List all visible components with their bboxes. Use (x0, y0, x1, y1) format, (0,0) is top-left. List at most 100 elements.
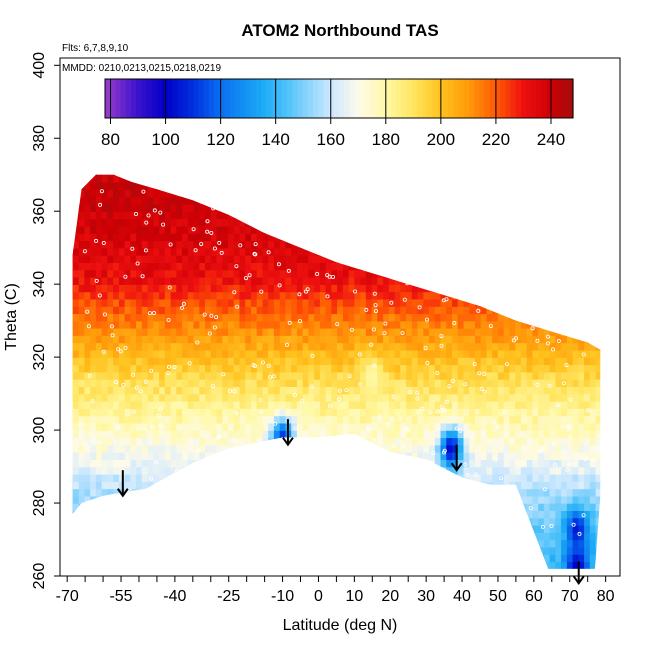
heat-cell (216, 444, 223, 453)
heat-cell (124, 247, 131, 256)
heat-cell (572, 291, 579, 300)
heat-cell (141, 473, 149, 482)
heat-cell (457, 357, 465, 366)
heat-cell (452, 364, 459, 373)
heat-cell (176, 174, 183, 183)
heat-cell (199, 189, 206, 198)
heat-cell (337, 524, 344, 533)
heat-cell (497, 320, 505, 329)
heat-cell (452, 269, 459, 278)
heat-cell (515, 255, 522, 263)
heat-cell (187, 306, 195, 315)
heat-cell (446, 357, 453, 366)
heat-cell (72, 306, 80, 315)
heat-cell (383, 174, 390, 183)
heat-cell (251, 313, 258, 322)
heat-cell (503, 539, 511, 548)
heat-cell (503, 364, 511, 373)
heat-cell (319, 306, 327, 315)
heat-cell (503, 437, 511, 446)
heat-cell (440, 371, 447, 380)
heat-cell (72, 400, 80, 409)
heat-cell (228, 517, 235, 526)
heat-cell (233, 174, 241, 176)
heat-cell (164, 561, 172, 569)
heat-cell (572, 357, 579, 366)
heat-cell (457, 320, 465, 329)
heat-cell (348, 473, 355, 482)
heat-cell (452, 379, 459, 387)
heat-cell (205, 466, 212, 475)
heat-cell (159, 379, 166, 387)
heat-cell (440, 561, 447, 569)
heat-cell (153, 342, 160, 351)
heat-cell (325, 211, 332, 220)
heat-cell (434, 386, 442, 395)
heat-cell (159, 539, 166, 548)
heat-cell (210, 503, 218, 511)
heat-cell (153, 481, 160, 490)
heat-cell (308, 400, 315, 409)
heat-cell (566, 349, 574, 358)
heat-cell (113, 524, 120, 533)
heat-cell (572, 488, 579, 497)
heat-cell (377, 481, 384, 490)
heat-cell (520, 495, 528, 504)
heat-cell (497, 488, 505, 497)
heat-cell (492, 437, 499, 446)
heat-cell (291, 473, 298, 482)
heat-cell (411, 473, 419, 482)
heat-cell (475, 510, 482, 519)
heat-cell (417, 357, 424, 366)
heat-cell (319, 291, 327, 300)
heat-cell (147, 554, 154, 563)
heat-cell (360, 247, 367, 256)
heat-cell (515, 546, 522, 555)
heat-cell (107, 276, 114, 285)
heat-cell (187, 247, 195, 256)
heat-cell (205, 495, 212, 504)
heat-cell (492, 247, 499, 256)
heat-cell (72, 393, 74, 402)
heat-cell (452, 393, 459, 402)
heat-cell (296, 452, 304, 460)
heat-cell (348, 532, 355, 541)
heat-cell (532, 269, 539, 278)
heat-cell (147, 189, 154, 198)
heat-cell (561, 408, 568, 417)
heat-cell (182, 444, 189, 453)
heat-cell (429, 291, 436, 300)
heat-cell (371, 444, 378, 453)
heat-cell (147, 233, 154, 242)
heat-cell (268, 524, 275, 533)
heat-cell (72, 430, 80, 439)
heat-cell (492, 510, 499, 519)
heat-cell (291, 255, 298, 263)
heat-cell (136, 225, 143, 234)
heat-cell (543, 488, 551, 497)
heat-cell (383, 174, 390, 176)
heat-cell (337, 554, 344, 563)
heat-cell (423, 444, 430, 453)
heat-cell (411, 247, 419, 256)
heat-cell (285, 247, 292, 256)
heat-cell (273, 444, 281, 453)
heat-cell (457, 539, 465, 548)
heat-cell (164, 255, 172, 263)
heat-cell (400, 269, 407, 278)
heat-cell (417, 488, 424, 497)
heat-cell (279, 371, 287, 380)
heat-cell (233, 349, 241, 358)
heat-cell (262, 269, 269, 278)
heat-cell (233, 539, 241, 548)
heat-cell (555, 189, 562, 198)
heat-cell (233, 430, 241, 439)
heat-cell (210, 342, 218, 351)
heat-cell (377, 393, 384, 402)
heat-cell (170, 313, 177, 322)
heat-cell (153, 473, 160, 482)
heat-cell (233, 255, 241, 263)
heat-cell (262, 561, 269, 569)
heat-cell (141, 327, 149, 336)
heat-cell (538, 554, 545, 563)
